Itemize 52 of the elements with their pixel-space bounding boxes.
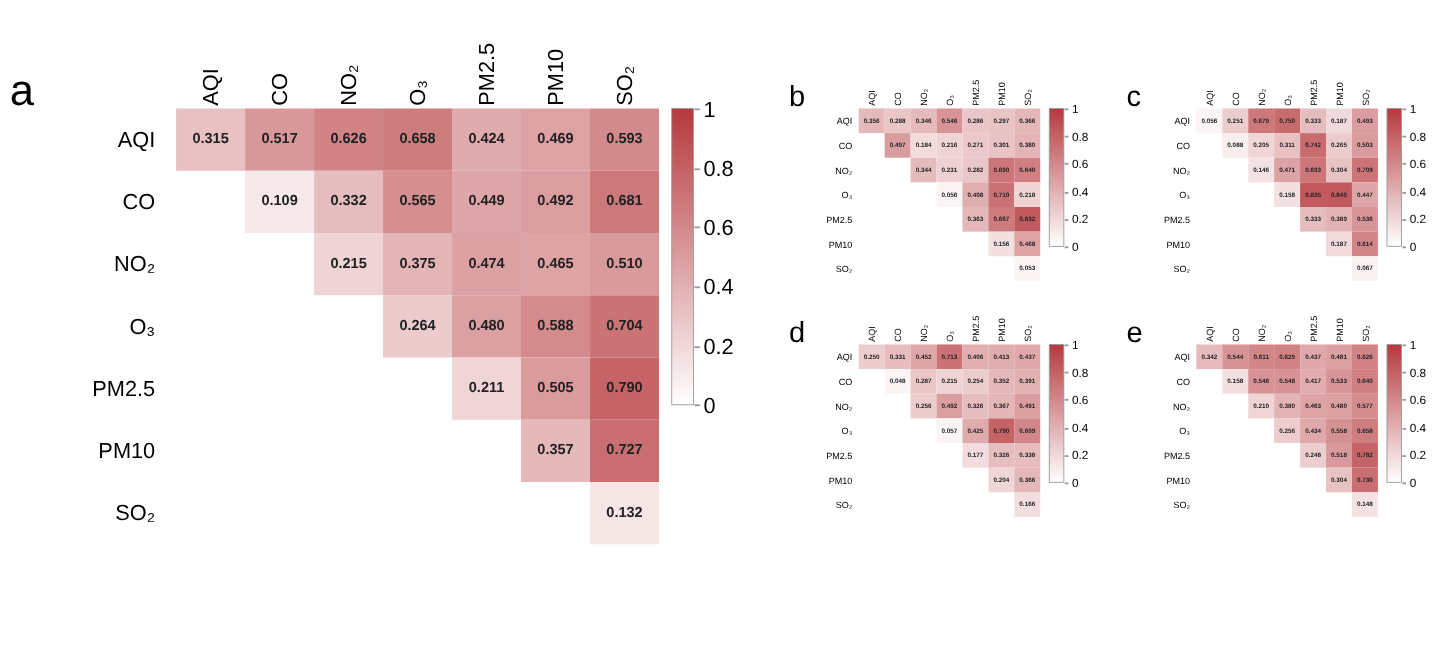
data-label: 0.357 [537, 440, 574, 459]
data-label: 0.315 [192, 129, 229, 148]
x-tick-label: PM10 [544, 48, 569, 106]
x-tick-label: SO₂ [613, 65, 638, 106]
data-label: 0.375 [399, 253, 436, 272]
data-label: 0.215 [330, 253, 367, 272]
x-tick-label: PM2.5 [475, 42, 500, 106]
color-bar-label: 1 [703, 98, 716, 123]
data-label: 0.658 [399, 129, 436, 148]
x-tick-label: NO₂ [337, 64, 362, 106]
data-label: 0.332 [330, 191, 367, 210]
color-bar-label: 0 [703, 394, 716, 419]
data-label: 0.469 [537, 129, 574, 148]
data-label: 0.593 [606, 129, 643, 148]
data-label: 0.704 [606, 315, 643, 334]
data-label: 0.588 [537, 315, 574, 334]
color-bar-label: 0.6 [703, 217, 734, 242]
y-tick-label: SO₂ [115, 502, 156, 527]
data-label: 0.681 [606, 191, 643, 210]
color-bar-label: 0.2 [703, 335, 734, 360]
data-label: 0.480 [468, 315, 505, 334]
y-tick-label: PM10 [98, 440, 156, 465]
color-bar-label: 0.4 [703, 276, 734, 301]
data-label: 0.727 [606, 440, 643, 459]
data-label: 0.565 [399, 191, 436, 210]
color-bar-label: 0.8 [703, 157, 734, 182]
x-tick-label: O₃ [406, 79, 431, 106]
data-label: 0.109 [261, 191, 298, 210]
data-label: 0.465 [537, 253, 574, 272]
x-tick-label: AQI [199, 68, 224, 106]
chart-title: d [788, 317, 806, 350]
y-tick-label: PM2.5 [92, 377, 156, 402]
data-label: 0.510 [606, 253, 643, 272]
y-tick-label: NO₂ [114, 253, 156, 278]
data-label: 0.505 [537, 378, 574, 397]
data-label: 0.492 [537, 191, 574, 210]
x-tick-label: CO [268, 73, 293, 106]
data-label: 0.626 [330, 129, 367, 148]
chart-title: b [788, 81, 806, 114]
data-label: 0.424 [468, 129, 505, 148]
y-tick-label: AQI [117, 128, 156, 153]
data-label: 0.449 [468, 191, 505, 210]
chart-title: c [1126, 81, 1142, 114]
data-label: 0.132 [606, 502, 643, 521]
chart-title: a [9, 65, 36, 116]
data-label: 0.790 [606, 378, 643, 397]
data-label: 0.264 [399, 315, 436, 334]
data-label: 0.474 [468, 253, 505, 272]
y-tick-label: CO [122, 191, 156, 216]
data-label: 0.517 [261, 129, 298, 148]
data-label: 0.211 [468, 378, 505, 397]
chart-title: e [1126, 317, 1143, 350]
